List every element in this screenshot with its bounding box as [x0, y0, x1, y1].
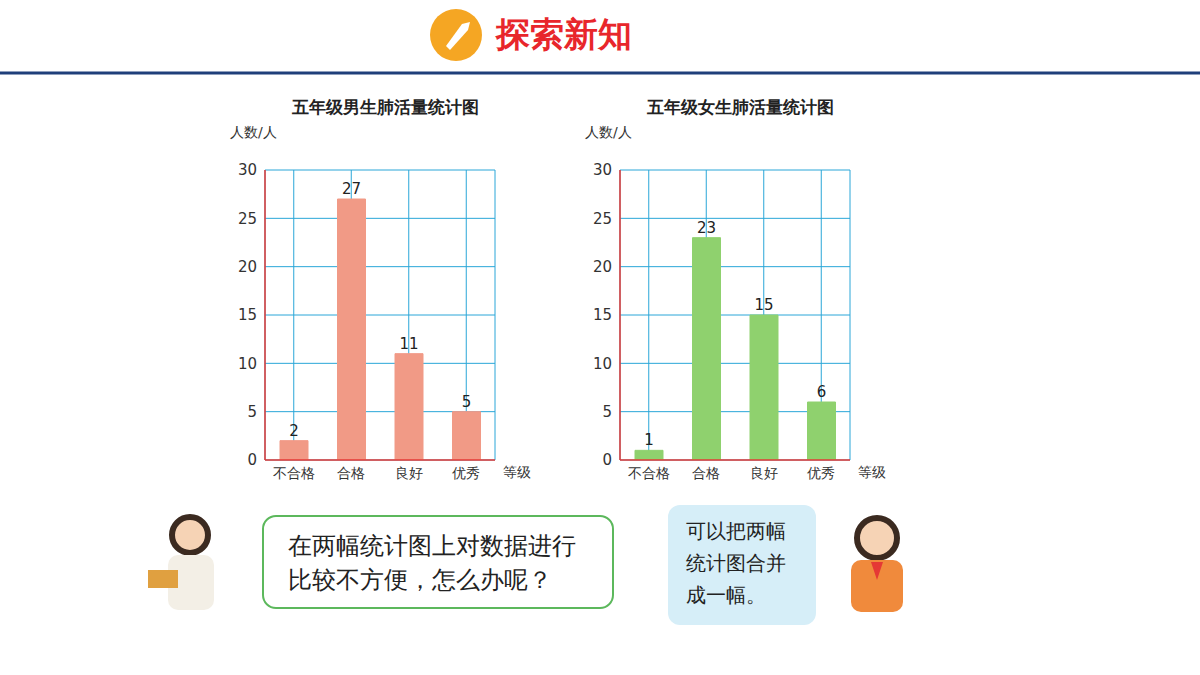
svg-text:0: 0 [247, 451, 257, 469]
html-text:在两幅统计图上对数据进行比较不方便，怎么办呢？: 在两幅统计图上对数据进行比较不方便，怎么办呢？ [288, 532, 576, 594]
svg-text:25: 25 [593, 210, 612, 228]
svg-text:合格: 合格 [692, 465, 720, 481]
svg-text:优秀: 优秀 [807, 465, 835, 481]
svg-text:11: 11 [399, 335, 418, 353]
html-text:五年级男生肺活量统计图: 五年级男生肺活量统计图 [291, 97, 479, 117]
svg-text:20: 20 [593, 258, 612, 276]
svg-text:2: 2 [289, 422, 299, 440]
svg-text:23: 23 [697, 219, 716, 237]
svg-text:20: 20 [238, 258, 257, 276]
svg-text:优秀: 优秀 [452, 465, 480, 481]
svg-text:25: 25 [238, 210, 257, 228]
svg-text:不合格: 不合格 [628, 465, 670, 481]
svg-text:30: 30 [238, 161, 257, 179]
svg-text:不合格: 不合格 [273, 465, 315, 481]
svg-text:15: 15 [754, 296, 773, 314]
svg-text:5: 5 [462, 393, 472, 411]
svg-text:10: 10 [593, 355, 612, 373]
svg-text:良好: 良好 [750, 465, 778, 481]
html-text:人数/人: 人数/人 [585, 124, 632, 140]
svg-text:10: 10 [238, 355, 257, 373]
svg-text:27: 27 [342, 180, 361, 198]
svg-text:良好: 良好 [395, 465, 423, 481]
svg-text:5: 5 [602, 403, 612, 421]
html-text:五年级女生肺活量统计图: 五年级女生肺活量统计图 [646, 97, 834, 117]
html-text:可以把两幅统计图合并成一幅。: 可以把两幅统计图合并成一幅。 [686, 519, 786, 607]
html-text:人数/人: 人数/人 [230, 124, 277, 140]
html-text:等级: 等级 [503, 464, 531, 480]
svg-text:5: 5 [247, 403, 257, 421]
svg-text:6: 6 [817, 383, 827, 401]
svg-text:30: 30 [593, 161, 612, 179]
html-text:等级: 等级 [858, 464, 886, 480]
svg-text:0: 0 [602, 451, 612, 469]
html-text:探索新知: 探索新知 [496, 14, 632, 54]
svg-text:1: 1 [644, 431, 654, 449]
svg-text:15: 15 [593, 306, 612, 324]
svg-text:15: 15 [238, 306, 257, 324]
svg-text:合格: 合格 [337, 465, 365, 481]
